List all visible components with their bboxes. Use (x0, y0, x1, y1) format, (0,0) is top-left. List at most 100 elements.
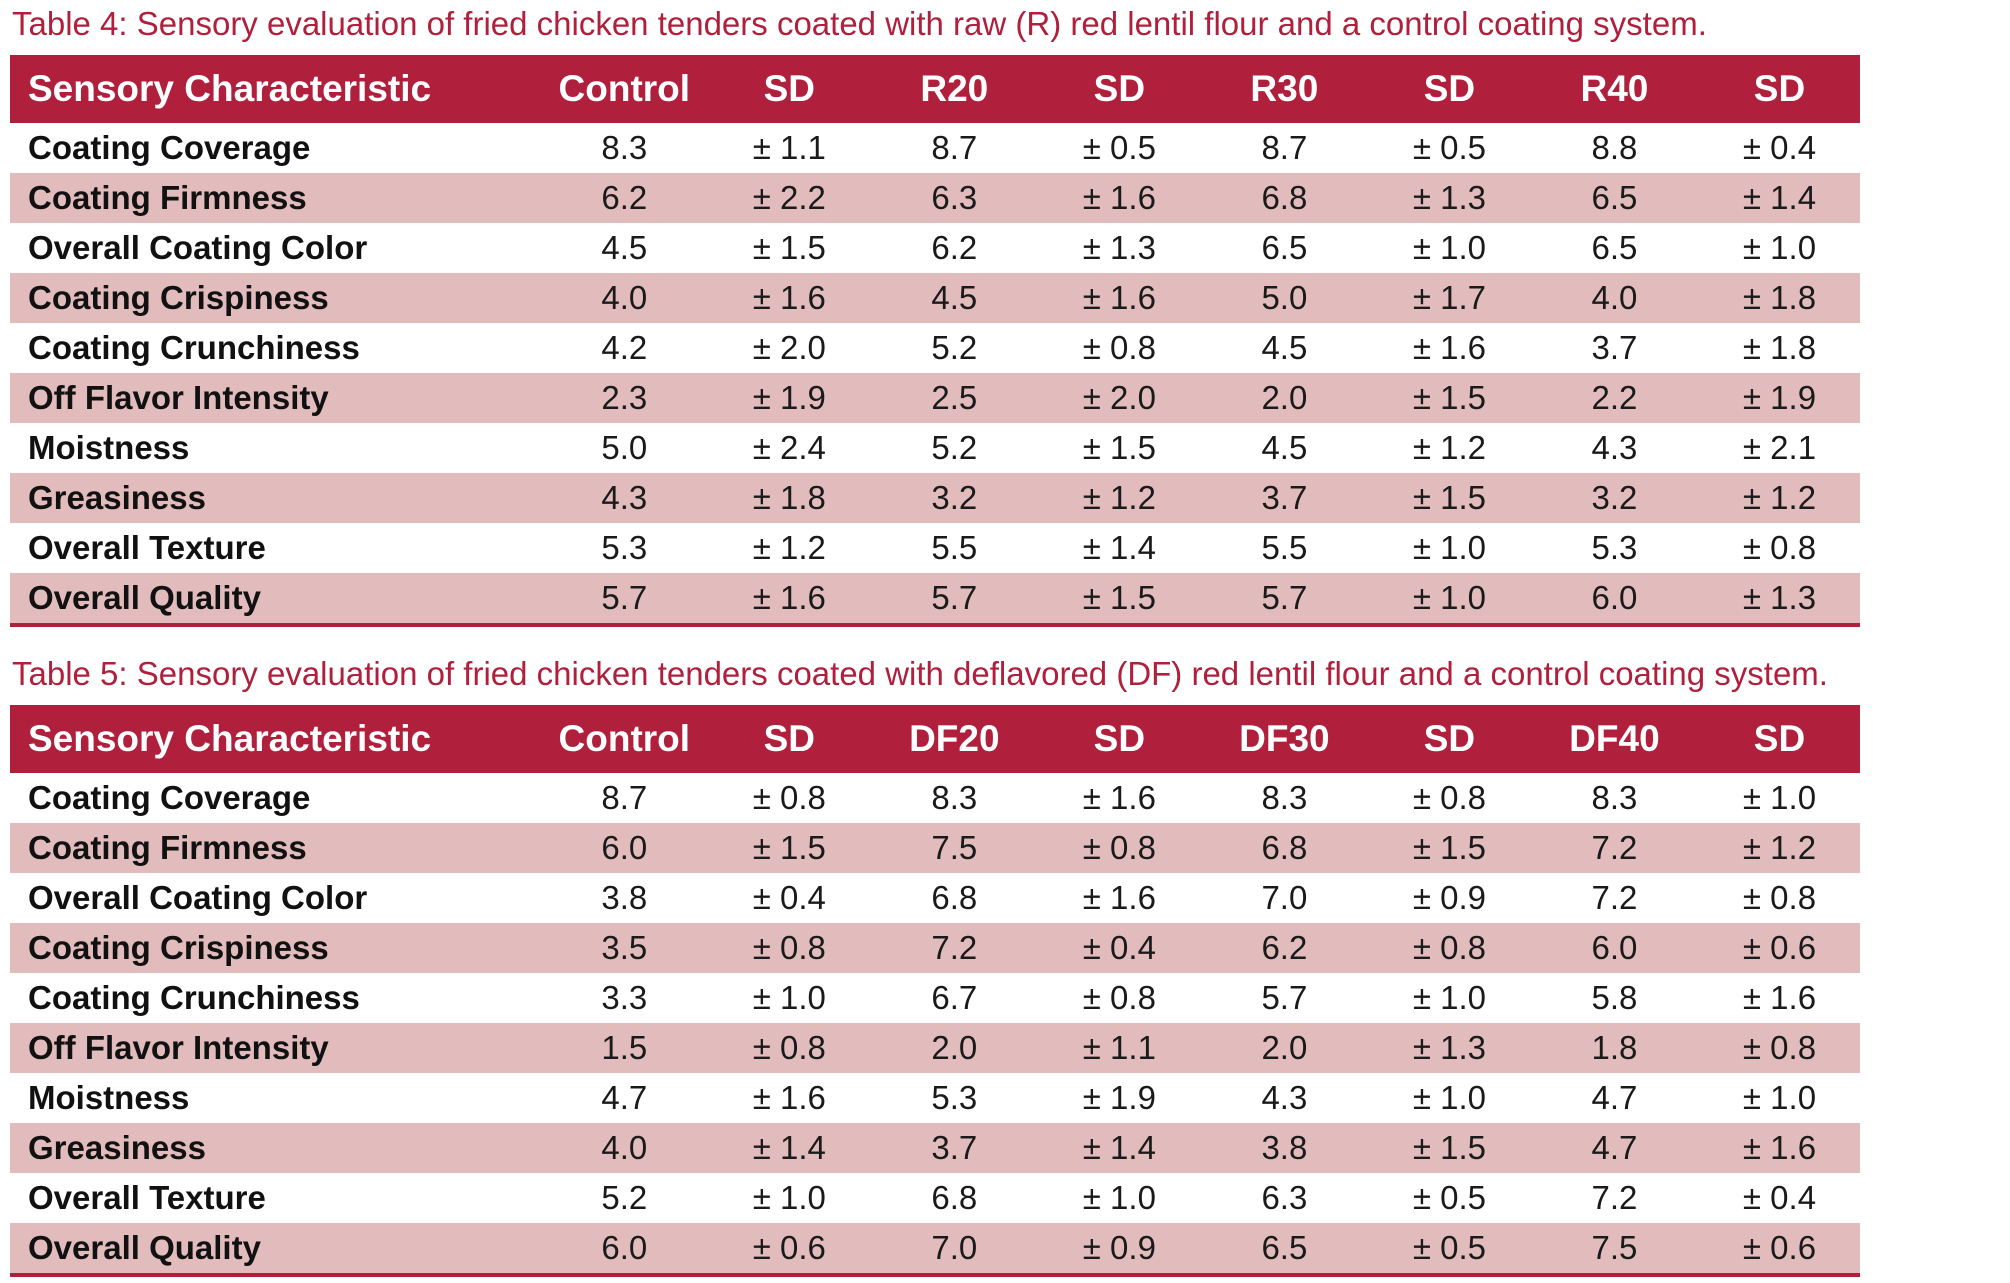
sd-cell: ± 0.9 (1412, 879, 1486, 916)
sd-cell: ± 1.0 (752, 979, 826, 1016)
sd-cell: ± 1.2 (1698, 473, 1860, 523)
sd-cell: ± 1.2 (1038, 473, 1200, 523)
characteristic-name: Coating Coverage (28, 129, 311, 166)
sd-cell: ± 2.4 (752, 429, 826, 466)
value-cell: 4.3 (1261, 1079, 1308, 1116)
sd-cell: ± 0.5 (1368, 1223, 1530, 1277)
sd-cell: ± 0.8 (752, 779, 826, 816)
sd-cell: ± 2.0 (1038, 373, 1200, 423)
value-cell: 6.7 (931, 979, 978, 1016)
column-header: Sensory Characteristic (10, 705, 540, 773)
sd-cell: ± 0.5 (1412, 129, 1486, 166)
value-cell: 6.5 (1199, 1223, 1369, 1277)
sd-cell: ± 2.2 (708, 173, 870, 223)
sd-cell: ± 1.4 (1038, 1123, 1200, 1173)
sd-cell: ± 0.8 (708, 1023, 870, 1073)
value-cell: 7.0 (869, 1223, 1039, 1277)
value-cell: 4.0 (539, 273, 709, 323)
characteristic-name: Greasiness (10, 473, 540, 523)
table-row: Overall Coating Color 3.8 ± 0.4 6.8 ± 1.6 7.0… (10, 873, 1860, 923)
value-cell: 5.7 (1199, 573, 1369, 627)
column-header: SD (1038, 705, 1200, 773)
value-cell: 6.2 (931, 229, 978, 266)
value-cell: 8.8 (1591, 129, 1638, 166)
sd-cell: ± 0.6 (1698, 1223, 1860, 1277)
value-cell: 8.3 (1591, 779, 1638, 816)
table-row: Coating Coverage 8.7 ± 0.8 8.3 ± 1.6 8.3 ± 0.8… (10, 773, 1860, 823)
sd-cell: ± 1.6 (708, 573, 870, 627)
value-cell: 2.3 (539, 373, 709, 423)
value-cell: 3.7 (1591, 329, 1638, 366)
table-row: Overall Texture 5.2 ± 1.0 6.8 ± 1.0 6.3 ± 0.5 7… (10, 1173, 1860, 1223)
column-header: R30 (1199, 55, 1369, 123)
sd-cell: ± 1.5 (1038, 573, 1200, 627)
sd-cell: ± 1.6 (1082, 779, 1156, 816)
value-cell: 3.8 (1199, 1123, 1369, 1173)
value-cell: 6.3 (1261, 1179, 1308, 1216)
sd-cell: ± 0.8 (1038, 823, 1200, 873)
value-cell: 4.0 (1529, 273, 1699, 323)
sd-cell: ± 1.5 (1368, 823, 1530, 873)
value-cell: 8.7 (931, 129, 978, 166)
sd-cell: ± 0.5 (1412, 1179, 1486, 1216)
value-cell: 1.5 (539, 1023, 709, 1073)
value-cell: 8.3 (1261, 779, 1308, 816)
sd-cell: ± 1.0 (1742, 779, 1817, 816)
characteristic-name: Coating Firmness (10, 823, 540, 873)
column-header: Control (539, 55, 709, 123)
sd-cell: ± 0.9 (1038, 1223, 1200, 1277)
sd-cell: ± 0.8 (1082, 329, 1156, 366)
sensory-table-raw: Sensory Characteristic Control SD R20 SD R30 S… (10, 55, 1860, 627)
sd-cell: ± 0.6 (708, 1223, 870, 1277)
sd-cell: ± 1.0 (752, 1179, 826, 1216)
sd-cell: ± 1.6 (1698, 1123, 1860, 1173)
header-row: Sensory Characteristic Control SD R20 SD R30 S… (10, 55, 1860, 123)
value-cell: 6.0 (1529, 573, 1699, 627)
characteristic-name: Overall Quality (10, 1223, 540, 1277)
sd-cell: ± 1.7 (1368, 273, 1530, 323)
column-header: Control (539, 705, 709, 773)
value-cell: 7.2 (1591, 1179, 1638, 1216)
sd-cell: ± 1.8 (708, 473, 870, 523)
column-header: DF20 (869, 705, 1039, 773)
table-row: Coating Crunchiness 4.2 ± 2.0 5.2 ± 0.8 4.5 ± … (10, 323, 1860, 373)
value-cell: 5.3 (1591, 529, 1638, 566)
value-cell: 8.7 (601, 779, 648, 816)
characteristic-name: Overall Coating Color (28, 879, 368, 916)
table-body: Coating Coverage 8.7 ± 0.8 8.3 ± 1.6 8.3 ± 0.8… (10, 773, 1860, 1277)
sd-cell: ± 0.4 (1742, 1179, 1817, 1216)
value-cell: 5.0 (1199, 273, 1369, 323)
value-cell: 2.2 (1529, 373, 1699, 423)
sd-cell: ± 0.4 (752, 879, 826, 916)
column-header: SD (1698, 55, 1860, 123)
value-cell: 7.5 (869, 823, 1039, 873)
value-cell: 6.8 (1199, 823, 1369, 873)
table-row: Moistness 5.0 ± 2.4 5.2 ± 1.5 4.5 ± 1.2 4.3 ± 2.… (10, 423, 1860, 473)
sd-cell: ± 1.9 (1082, 1079, 1156, 1116)
sd-cell: ± 1.6 (1412, 329, 1486, 366)
sd-cell: ± 1.5 (1368, 473, 1530, 523)
table-row: Overall Texture 5.3 ± 1.2 5.5 ± 1.4 5.5 ± 1.0 5… (10, 523, 1860, 573)
characteristic-name: Moistness (28, 1079, 190, 1116)
characteristic-name: Overall Texture (28, 529, 266, 566)
value-cell: 1.8 (1529, 1023, 1699, 1073)
characteristic-name: Greasiness (10, 1123, 540, 1173)
characteristic-name: Moistness (28, 429, 190, 466)
column-header: DF30 (1199, 705, 1369, 773)
value-cell: 5.3 (931, 1079, 978, 1116)
sd-cell: ± 1.1 (752, 129, 826, 166)
sd-cell: ± 1.2 (1698, 823, 1860, 873)
table-header: Sensory Characteristic Control SD R20 SD R30 S… (10, 55, 1860, 123)
value-cell: 4.7 (1529, 1123, 1699, 1173)
characteristic-name: Coating Crispiness (10, 273, 540, 323)
value-cell: 6.8 (931, 879, 978, 916)
value-cell: 4.7 (1591, 1079, 1638, 1116)
value-cell: 5.2 (601, 1179, 648, 1216)
column-header: SD (1368, 55, 1530, 123)
value-cell: 6.8 (1199, 173, 1369, 223)
characteristic-name: Overall Quality (10, 573, 540, 627)
value-cell: 4.3 (1591, 429, 1638, 466)
sensory-table-deflavored: Sensory Characteristic Control SD DF20 SD DF3… (10, 705, 1860, 1277)
table-row: Coating Firmness 6.2 ± 2.2 6.3 ± 1.6 6.8 ± 1.3… (10, 173, 1860, 223)
sd-cell: ± 1.0 (1412, 229, 1486, 266)
